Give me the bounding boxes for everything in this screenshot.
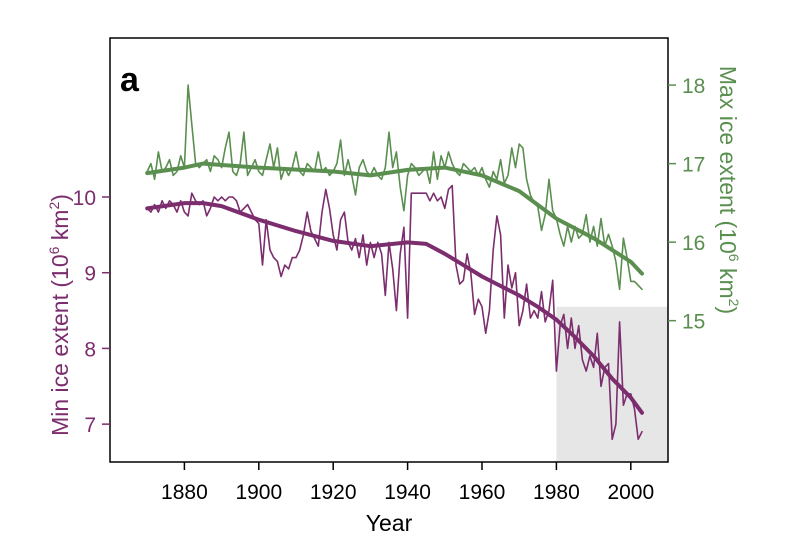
left-axis-title: Min ice extent (106 km2) [46,194,73,436]
left-axis-title-sup2: 2 [46,202,62,210]
right-tick-label: 16 [682,232,705,255]
x-tick-label: 2000 [607,481,654,504]
left-tick-label: 8 [84,338,96,361]
right-tick-label: 18 [682,75,705,98]
left-axis-title-suffix: ) [47,194,73,202]
left-axis-title-mid: km [47,210,73,247]
right-axis-title: Max ice extent (106 km2) [715,66,742,314]
x-tick-label: 1880 [161,481,208,504]
max-ice-raw-series-line [146,84,643,291]
series-layer [145,84,644,441]
x-axis-title: Year [366,510,413,536]
right-axis-title-sup: 6 [726,254,742,262]
left-tick-label: 9 [84,263,96,286]
x-tick-label: 1980 [533,481,580,504]
right-axis-title-prefix: Max ice extent (10 [715,66,741,254]
panel-label: a [120,61,140,99]
right-axis-ticks: 15 16 17 18 [668,75,705,334]
left-tick-label: 7 [84,414,96,437]
right-axis-title-mid: km [715,262,741,299]
left-tick-label: 10 [73,187,96,210]
left-axis-ticks: 7 8 9 10 [73,187,110,437]
x-tick-label: 1940 [384,481,431,504]
right-axis-title-sup2: 2 [726,299,742,307]
left-axis-title-prefix: Min ice extent (10 [47,254,73,436]
x-tick-label: 1960 [459,481,506,504]
x-tick-label: 1900 [235,481,282,504]
min-ice-smooth-series-line [145,201,644,415]
x-tick-label: 1920 [310,481,357,504]
max-ice-smooth-series-line [145,161,644,276]
left-axis-title-sup: 6 [46,246,62,254]
right-axis-title-suffix: ) [715,306,741,314]
right-tick-label: 17 [682,154,705,177]
right-tick-label: 15 [682,311,705,334]
plot-frame [109,37,669,463]
min-ice-raw-series-line [146,184,643,441]
x-axis-ticks: 1880 1900 1920 1940 1960 1980 2000 [161,462,654,504]
